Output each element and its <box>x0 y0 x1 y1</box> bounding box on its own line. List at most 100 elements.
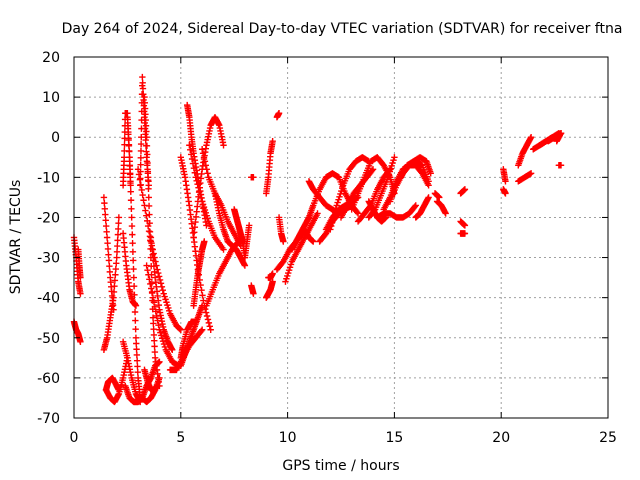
data-point <box>142 122 150 129</box>
data-point <box>245 222 253 229</box>
data-point <box>114 237 121 244</box>
data-point <box>206 323 213 330</box>
data-point <box>158 283 166 290</box>
data-point <box>202 162 210 169</box>
grid-lines <box>74 57 608 418</box>
data-point <box>338 187 345 195</box>
data-point <box>150 331 158 339</box>
data-point <box>283 275 290 282</box>
data-point <box>143 148 150 155</box>
data-point <box>134 166 142 173</box>
data-point <box>158 332 165 339</box>
data-point <box>113 260 120 267</box>
data-point <box>130 274 138 281</box>
y-tick-label: 20 <box>42 50 60 66</box>
data-point <box>114 242 121 250</box>
series-arc38 <box>265 270 276 281</box>
data-point <box>110 294 117 301</box>
data-point <box>126 162 134 170</box>
data-point <box>151 337 158 344</box>
series-arc10 <box>119 230 140 309</box>
data-point <box>202 209 210 217</box>
data-point <box>442 210 449 217</box>
data-point <box>133 340 140 347</box>
data-point <box>137 140 145 148</box>
data-point <box>191 169 199 176</box>
data-point <box>197 281 204 289</box>
data-point <box>155 269 162 277</box>
data-point <box>186 142 193 149</box>
data-point <box>336 193 343 201</box>
data-point <box>103 234 111 241</box>
data-point <box>152 308 159 315</box>
data-point <box>156 374 163 382</box>
data-point <box>141 125 149 132</box>
data-point <box>126 148 133 155</box>
data-point <box>389 159 396 167</box>
data-point <box>141 99 148 107</box>
y-tick-label: -10 <box>37 170 60 186</box>
data-point <box>250 290 257 297</box>
series-arc32 <box>231 206 249 261</box>
data-point <box>129 240 136 247</box>
data-point <box>177 326 184 333</box>
data-point <box>165 304 172 312</box>
data-point <box>145 227 153 235</box>
data-point <box>142 131 149 138</box>
data-point <box>144 266 151 274</box>
data-point <box>148 285 155 292</box>
series-arc61 <box>431 190 443 201</box>
series-arc42 <box>282 210 321 285</box>
series-arc03 <box>70 318 84 345</box>
data-point <box>220 142 227 149</box>
y-tick-label: 0 <box>51 130 60 146</box>
y-axis-title: SDTVAR / TECUs <box>8 180 24 295</box>
data-point <box>280 238 287 245</box>
data-point <box>132 317 139 324</box>
data-point <box>202 305 209 313</box>
data-point <box>102 217 109 224</box>
y-tick-label: -40 <box>37 291 60 307</box>
x-tick-label: 0 <box>70 430 79 446</box>
data-point <box>134 368 141 376</box>
data-point <box>333 202 340 209</box>
data-point <box>161 343 169 351</box>
data-point <box>128 214 135 221</box>
series-arc55 <box>374 202 419 221</box>
series-arc26 <box>184 101 210 229</box>
data-point <box>144 168 152 175</box>
data-point <box>411 203 419 210</box>
data-point <box>150 320 157 327</box>
data-point <box>557 162 565 169</box>
data-point <box>192 318 199 325</box>
data-point <box>142 207 149 214</box>
data-point <box>132 334 140 341</box>
data-point <box>203 166 210 173</box>
data-point <box>198 146 206 153</box>
data-point <box>129 248 137 256</box>
data-point <box>143 142 151 150</box>
data-point <box>314 210 321 217</box>
data-point <box>137 147 145 155</box>
data-point <box>105 257 113 264</box>
data-point <box>187 146 194 154</box>
data-point <box>527 170 535 177</box>
data-point <box>140 197 147 204</box>
data-point <box>105 251 112 258</box>
data-point <box>386 168 394 175</box>
data-point <box>190 164 198 172</box>
data-point <box>160 290 167 297</box>
data-point <box>141 202 148 209</box>
data-point <box>142 116 149 124</box>
data-point <box>287 261 295 268</box>
series-arc30 <box>198 146 244 249</box>
data-point <box>331 209 339 216</box>
series-arc39 <box>273 109 283 121</box>
data-point <box>284 272 291 280</box>
data-point <box>144 222 152 230</box>
data-point <box>162 296 169 303</box>
data-point <box>200 203 208 211</box>
x-tick-labels: 0 5 10 15 20 25 <box>70 430 617 446</box>
series-arc49 <box>327 154 372 233</box>
data-point <box>202 309 210 316</box>
